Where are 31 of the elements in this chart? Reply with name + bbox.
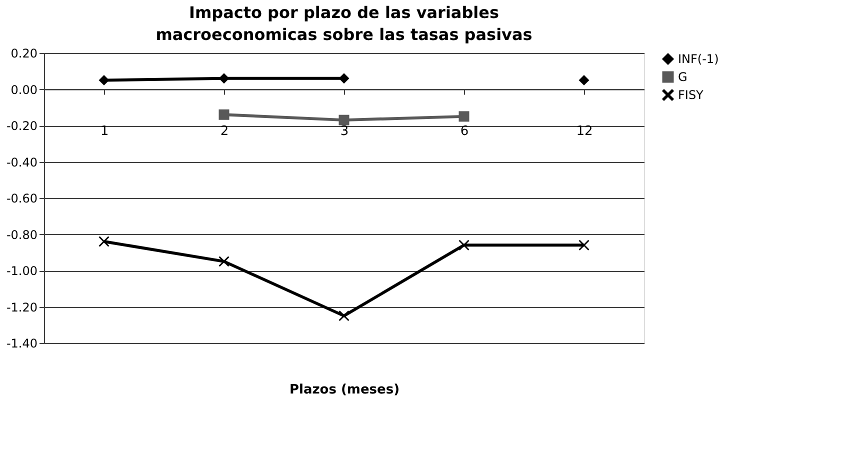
- chart-title: Impacto por plazo de las variables macroeconomicas sobre las tasas pasivas: [156, 3, 532, 44]
- y-tick-label: 0.00: [10, 82, 38, 97]
- x-axis-title: Plazos (meses): [289, 382, 400, 398]
- x-tick-label: 6: [460, 124, 469, 139]
- legend-label: FISY: [678, 88, 704, 102]
- point: [578, 240, 590, 250]
- y-tick-label: -0.60: [6, 192, 38, 206]
- y-tick-label: -0.40: [6, 155, 38, 170]
- legend-label: G: [678, 70, 688, 84]
- point: [578, 74, 590, 86]
- y-tick-label: -1.40: [6, 336, 38, 350]
- point: [458, 111, 470, 122]
- y-tick-label: -1.20: [6, 300, 38, 314]
- y-tick-label: -0.80: [6, 228, 38, 242]
- point: [338, 114, 350, 126]
- x-tick-label: 1: [100, 124, 109, 139]
- y-tick-label: -0.20: [6, 119, 38, 133]
- point: [218, 256, 230, 267]
- point: [338, 310, 350, 322]
- x-tick-label: 12: [576, 124, 593, 139]
- legend-label: INF(-1): [678, 52, 719, 66]
- y-tick-label: -1.00: [6, 264, 38, 278]
- point: [218, 73, 230, 84]
- y-tick-label: 0.20: [10, 46, 38, 60]
- x-tick-label: 3: [340, 124, 349, 139]
- point: [458, 240, 470, 250]
- x-tick-label: 2: [220, 124, 229, 139]
- point: [98, 74, 110, 86]
- point: [98, 236, 110, 247]
- point: [218, 109, 230, 120]
- point: [338, 73, 350, 84]
